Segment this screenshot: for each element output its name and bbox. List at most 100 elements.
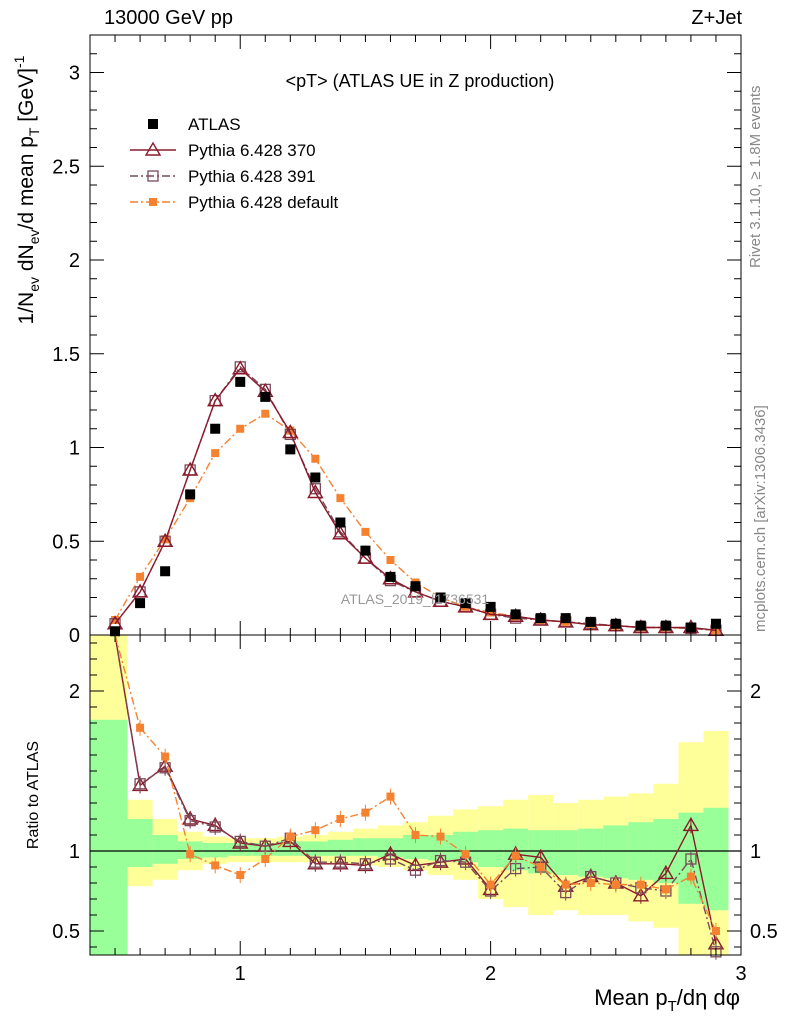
ratio-point <box>359 858 372 870</box>
ratio-point <box>209 821 221 833</box>
legend-label: ATLAS <box>188 115 241 134</box>
data-point <box>286 426 295 435</box>
data-point <box>386 556 395 564</box>
chart-title: <pT> (ATLAS UE in Z production) <box>286 71 555 91</box>
band-green-bin <box>553 830 579 875</box>
ratio-series-pythia-6-428-default <box>114 634 720 939</box>
ratio-y-tick-label: 2 <box>69 681 80 703</box>
x-tick-label: 3 <box>735 963 746 985</box>
x-tick-label: 1 <box>235 963 246 985</box>
ratio-point <box>434 854 447 867</box>
ratio-point <box>136 723 145 732</box>
data-point <box>261 409 270 418</box>
x-tick-label: 2 <box>485 963 496 985</box>
band-green-bin <box>478 830 504 867</box>
y-axis-label: 1/Nev dNev/d mean pT [GeV]-1 <box>11 55 42 324</box>
rivet-label: Rivet 3.1.10, ≥ 1.8M events <box>747 85 764 269</box>
data-point <box>160 566 171 577</box>
ratio-point <box>685 853 697 865</box>
y-tick-label: 1 <box>69 438 80 460</box>
ratio-y-tick-label-right: 2 <box>750 681 761 703</box>
ratio-y-tick-label: 0.5 <box>52 921 80 943</box>
data-point <box>285 444 296 455</box>
data-point <box>135 598 146 609</box>
data-point <box>435 592 446 603</box>
ratio-y-tick-label: 1 <box>69 841 80 863</box>
ratio-point <box>411 831 420 839</box>
ratio-point <box>161 752 170 761</box>
data-point <box>360 545 371 556</box>
header-right: Z+Jet <box>691 7 742 29</box>
data-point <box>332 525 349 540</box>
legend-marker <box>147 170 159 182</box>
watermark: ATLAS_2019_I1736531 <box>341 591 490 607</box>
data-point <box>460 598 471 609</box>
ratio-point <box>409 864 422 876</box>
band-green-bin <box>302 841 328 856</box>
ratio-point <box>661 885 670 894</box>
ratio-y-tick-label-right: 1 <box>750 841 761 863</box>
data-point <box>560 613 571 624</box>
data-point <box>307 484 324 499</box>
y-tick-label: 2 <box>69 250 80 272</box>
data-point <box>260 391 271 402</box>
legend-label: Pythia 6.428 391 <box>188 167 316 186</box>
band-green-bin <box>603 825 629 879</box>
data-point <box>486 608 495 617</box>
data-point <box>535 613 546 624</box>
data-point <box>336 494 345 503</box>
legend-label: Pythia 6.428 default <box>188 193 339 212</box>
ratio-point <box>186 850 195 859</box>
y-tick-label: 1.5 <box>52 344 80 366</box>
legend-entry: ATLAS <box>148 115 241 134</box>
y-tick-label: 2.5 <box>52 156 80 178</box>
ratio-y-tick-label-right: 0.5 <box>750 921 778 943</box>
data-point <box>136 572 145 581</box>
legend-entry: Pythia 6.428 default <box>130 193 339 212</box>
data-point <box>685 622 696 633</box>
band-green-bin <box>127 819 153 867</box>
ratio-point <box>234 835 246 848</box>
data-point <box>310 472 321 483</box>
ratio-point <box>536 863 545 871</box>
ratio-point <box>710 946 722 958</box>
header-left: 13000 GeV pp <box>104 7 233 29</box>
band-green-bin <box>352 838 378 856</box>
ratio-point <box>386 792 395 801</box>
data-point <box>635 620 646 631</box>
ratio-point <box>561 880 570 889</box>
legend-entry: Pythia 6.428 370 <box>130 141 316 160</box>
ratio-point <box>636 880 645 889</box>
data-point <box>361 527 370 536</box>
data-point <box>156 532 174 547</box>
ratio-point <box>632 887 650 902</box>
data-point <box>410 581 421 592</box>
data-point <box>210 423 221 434</box>
ratio-point <box>309 856 321 868</box>
data-point <box>185 489 196 500</box>
band-green-bin <box>327 839 353 856</box>
data-point <box>485 601 496 612</box>
y-tick-label: 0 <box>69 625 80 647</box>
ratio-point <box>134 778 146 790</box>
ratio-uncertainty-bands <box>90 635 729 955</box>
band-green-bin <box>152 835 178 864</box>
ratio-point <box>336 815 345 823</box>
mcplots-label: mcplots.cern.ch [arXiv:1306.3436] <box>752 405 769 632</box>
data-point <box>660 620 671 631</box>
y-tick-label: 3 <box>69 63 80 85</box>
legend-marker <box>148 119 158 129</box>
data-point <box>211 449 220 458</box>
data-point <box>510 609 521 620</box>
ratio-point <box>261 855 270 863</box>
ratio-point <box>711 927 720 935</box>
legend-marker <box>149 198 157 206</box>
legend-entry: Pythia 6.428 391 <box>130 167 316 186</box>
data-point <box>482 605 499 621</box>
x-axis-label: Mean pT/dη dφ <box>594 985 740 1015</box>
legend-marker <box>144 141 162 156</box>
ratio-point <box>657 865 675 880</box>
legend-label: Pythia 6.428 370 <box>188 141 316 160</box>
